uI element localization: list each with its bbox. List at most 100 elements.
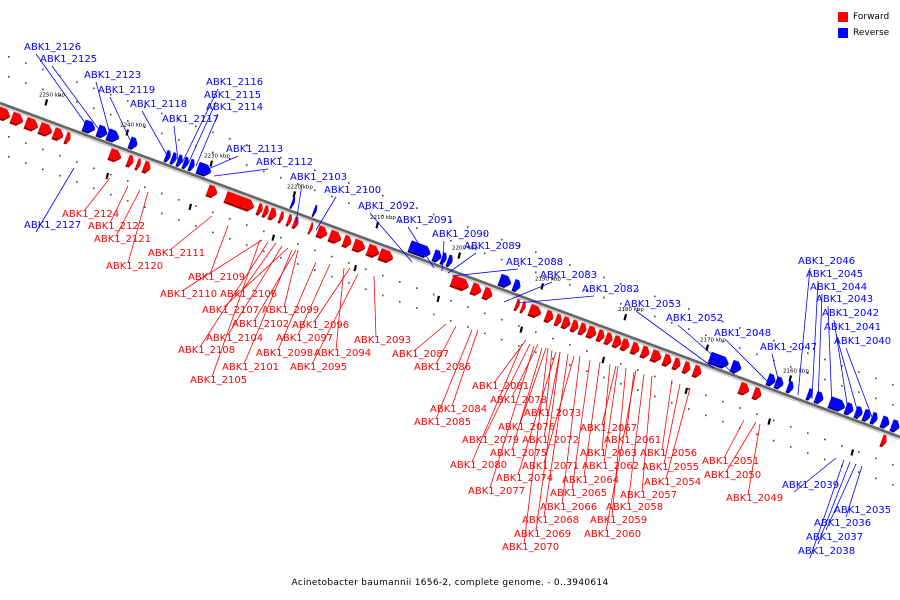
leader-line [199, 241, 269, 348]
guide-dot [178, 219, 180, 221]
forward-gene [649, 349, 662, 363]
leader-line [543, 353, 569, 518]
scale-label: 2160 kbp [783, 368, 809, 374]
leader-line [195, 113, 219, 167]
guide-dot [484, 232, 486, 235]
scale-tick [850, 449, 855, 456]
forward-gene [513, 298, 520, 312]
leader-line [471, 343, 523, 463]
leader-line [511, 347, 543, 451]
reverse-gene-label: ABK1_2042 [822, 308, 879, 319]
guide-dot [246, 144, 248, 146]
forward-gene-label: ABK1_2062 [582, 461, 639, 472]
forward-gene [0, 106, 11, 122]
reverse-gene [195, 161, 212, 177]
guide-dot [8, 55, 10, 58]
guide-dot [365, 288, 367, 291]
reverse-gene-label: ABK1_2041 [824, 322, 881, 333]
guide-dot [858, 391, 860, 393]
guide-dot [76, 181, 78, 183]
leader-line [413, 323, 447, 352]
guide-dot [671, 401, 673, 404]
guide-dot [705, 414, 707, 417]
reverse-gene [889, 419, 900, 433]
forward-gene [9, 111, 24, 126]
leader-line [211, 239, 261, 378]
guide-dot [297, 183, 299, 185]
forward-gene-label: ABK1_2105 [190, 375, 247, 386]
leader-line [127, 191, 149, 264]
guide-dot [518, 265, 520, 267]
guide-dot [178, 199, 180, 201]
guide-dot [144, 126, 146, 129]
leader-line [545, 349, 553, 411]
forward-gene-label: ABK1_2104 [206, 333, 263, 344]
guide-dot [756, 333, 758, 336]
guide-dot [365, 188, 367, 191]
guide-dot [433, 313, 435, 316]
guide-dot [212, 131, 214, 134]
forward-gene [619, 338, 630, 352]
reverse-gene-label: ABK1_2089 [464, 241, 521, 252]
gene-features [0, 106, 900, 448]
guide-dot [484, 252, 486, 255]
forward-gene [569, 319, 579, 333]
forward-gene [107, 148, 122, 163]
guide-dot [8, 155, 10, 158]
guide-dot [586, 290, 588, 293]
forward-gene [691, 364, 702, 379]
forward-gene [603, 332, 613, 346]
guide-dot [807, 372, 809, 374]
forward-gene [879, 434, 887, 448]
guide-dot [93, 167, 95, 170]
guide-dot [416, 287, 418, 289]
reverse-gene-label: ABK1_2047 [760, 342, 817, 353]
forward-gene [255, 203, 263, 216]
guide-dot [875, 397, 877, 400]
scale-tick [623, 313, 628, 321]
guide-dot [807, 352, 809, 354]
guide-dot [467, 226, 469, 228]
reverse-gene-label: ABK1_2119 [98, 85, 155, 96]
guide-dot [314, 249, 316, 252]
reverse-gene-label: ABK1_2044 [810, 282, 867, 293]
leader-line [313, 267, 351, 323]
guide-dot [416, 207, 418, 209]
reverse-gene-label: ABK1_2036 [814, 518, 871, 529]
forward-gene [37, 122, 53, 137]
forward-gene-label: ABK1_2064 [562, 475, 619, 486]
leader-line [517, 351, 557, 476]
guide-dot [603, 276, 605, 279]
forward-gene [577, 322, 587, 336]
guide-dot [586, 370, 588, 373]
reverse-gene [853, 405, 863, 419]
leader-line [835, 333, 859, 414]
leader-line [35, 53, 89, 128]
guide-dot [603, 376, 605, 379]
forward-gene-label: ABK1_2049 [726, 493, 783, 504]
scale-tick [105, 172, 110, 180]
label-leader-lines [35, 53, 873, 559]
reverse-gene [511, 279, 521, 293]
guide-dot [314, 269, 316, 272]
forward-gene [611, 335, 622, 349]
forward-gene [277, 211, 284, 224]
reverse-gene-label: ABK1_2091 [396, 215, 453, 226]
reverse-gene [707, 351, 729, 369]
guide-dot [76, 81, 78, 83]
forward-gene-label: ABK1_2059 [590, 515, 647, 526]
forward-gene [519, 300, 526, 314]
scale-tick [353, 264, 358, 272]
scale-tick [457, 252, 462, 259]
guide-dot [42, 168, 44, 171]
leader-line [561, 355, 581, 505]
forward-gene [595, 329, 605, 343]
guide-dot [348, 182, 350, 184]
guide-dot [586, 270, 588, 273]
forward-gene [315, 225, 328, 239]
guide-dot [263, 150, 265, 153]
forward-gene [125, 154, 134, 168]
genome-caption: Acinetobacter baumannii 1656-2, complete… [291, 578, 609, 588]
forward-gene-label: ABK1_2058 [606, 502, 663, 513]
guide-dot [654, 295, 656, 298]
